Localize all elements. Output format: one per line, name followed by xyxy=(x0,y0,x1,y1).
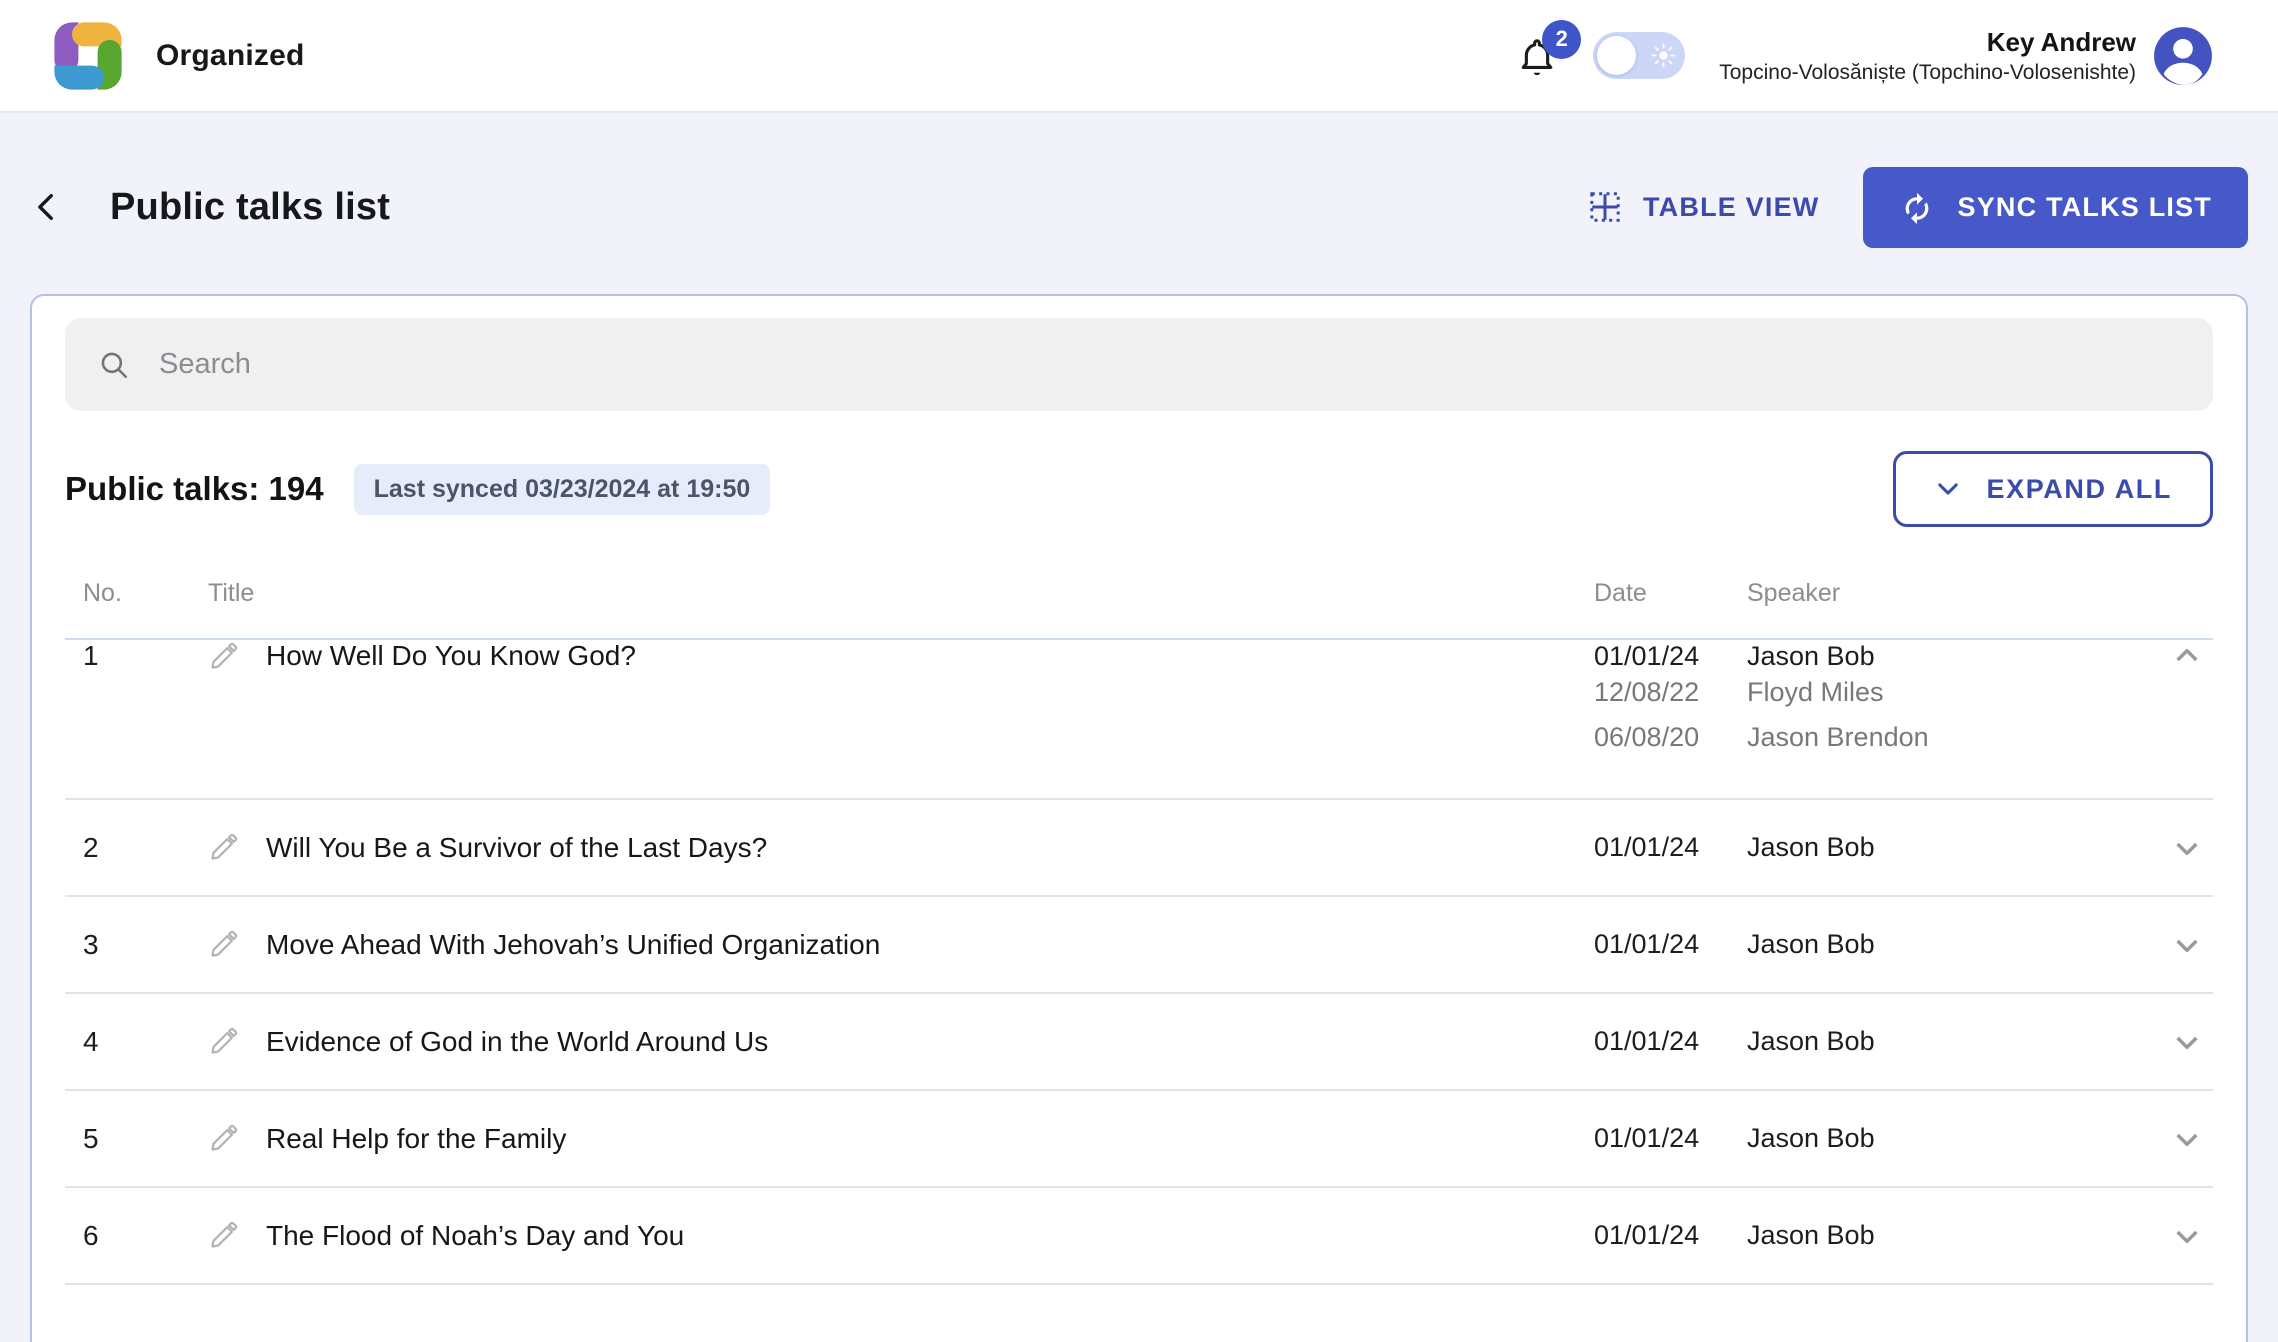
search-input[interactable] xyxy=(159,348,2181,381)
talk-title: Move Ahead With Jehovah’s Unified Organi… xyxy=(266,928,881,960)
edit-pencil-icon[interactable] xyxy=(208,929,239,960)
table-row[interactable]: 3 Move Ahead With Jehovah’s Unified Orga… xyxy=(65,897,2213,994)
header-title: Title xyxy=(208,579,255,607)
topbar: Organized 2 Key Andrew Topc xyxy=(0,0,2278,113)
talk-date: 01/01/24 xyxy=(1594,1123,1700,1153)
talk-title: The Flood of Noah’s Day and You xyxy=(266,1219,685,1251)
talk-speaker: Jason Bob xyxy=(1747,832,1875,862)
talk-title: Will You Be a Survivor of the Last Days? xyxy=(266,831,768,863)
sun-icon xyxy=(1651,43,1676,68)
talk-number: 2 xyxy=(83,831,99,863)
page-head: Public talks list TABLE VIEW SYNC TALKS … xyxy=(30,166,2248,248)
last-synced-badge: Last synced 03/23/2024 at 19:50 xyxy=(353,463,771,515)
expand-all-button[interactable]: EXPAND ALL xyxy=(1893,451,2213,527)
sync-talks-list-button[interactable]: SYNC TALKS LIST xyxy=(1863,166,2248,248)
talk-date: 01/01/24 xyxy=(1594,832,1700,862)
talk-date: 01/01/24 xyxy=(1594,929,1700,959)
header-no: No. xyxy=(83,579,122,607)
edit-pencil-icon[interactable] xyxy=(208,1026,239,1057)
talk-title: Evidence of God in the World Around Us xyxy=(266,1025,769,1057)
app-logo-icon xyxy=(48,15,128,96)
notification-count-badge: 2 xyxy=(1542,19,1582,59)
notifications-button[interactable]: 2 xyxy=(1515,19,1582,84)
search-bar[interactable] xyxy=(65,318,2213,411)
user-congregation: Topcino-Volosăniște (Topchino-Volosenish… xyxy=(1719,61,2136,84)
chevron-down-icon[interactable] xyxy=(2171,1026,2203,1058)
chevron-down-icon[interactable] xyxy=(2171,1123,2203,1155)
talks-count: Public talks: 194 xyxy=(65,470,324,507)
history-speaker: Floyd Miles xyxy=(1747,677,1884,707)
page-title: Public talks list xyxy=(110,185,391,228)
search-icon xyxy=(101,352,128,378)
talks-table: No. Title Date Speaker 1 How Well Do You… xyxy=(65,579,2213,1285)
talk-title: How Well Do You Know God? xyxy=(266,640,636,671)
edit-pencil-icon[interactable] xyxy=(208,641,239,672)
edit-pencil-icon[interactable] xyxy=(208,832,239,863)
talk-number: 3 xyxy=(83,928,99,960)
talk-speaker: Jason Bob xyxy=(1747,1123,1875,1153)
talk-date: 01/01/24 xyxy=(1594,640,1700,671)
history-date: 06/08/20 xyxy=(1594,722,1700,752)
table-row[interactable]: 5 Real Help for the Family 01/01/24 Jaso… xyxy=(65,1091,2213,1188)
talk-speaker: Jason Bob xyxy=(1747,640,1875,671)
user-info: Key Andrew Topcino-Volosăniște (Topchino… xyxy=(1719,25,2136,86)
talk-speaker: Jason Bob xyxy=(1747,929,1875,959)
sync-icon xyxy=(1906,192,1929,225)
chevron-down-icon[interactable] xyxy=(2171,832,2203,864)
sync-talks-list-label: SYNC TALKS LIST xyxy=(1957,191,2212,222)
history-speaker: Jason Brendon xyxy=(1747,722,1929,752)
expand-all-label: EXPAND ALL xyxy=(1986,473,2172,504)
talk-number: 4 xyxy=(83,1025,99,1057)
talk-number: 5 xyxy=(83,1122,99,1154)
theme-toggle[interactable] xyxy=(1593,32,1686,79)
table-view-label: TABLE VIEW xyxy=(1642,191,1820,222)
talk-date: 01/01/24 xyxy=(1594,1220,1700,1250)
user-name: Key Andrew xyxy=(1986,27,2136,57)
table-view-icon xyxy=(1590,192,1620,222)
chevron-left-icon xyxy=(38,193,53,221)
bell-icon xyxy=(1521,38,1553,75)
edit-pencil-icon[interactable] xyxy=(208,1220,239,1251)
edit-pencil-icon[interactable] xyxy=(208,1123,239,1154)
talk-speaker: Jason Bob xyxy=(1747,1220,1875,1250)
table-row[interactable]: 4 Evidence of God in the World Around Us… xyxy=(65,994,2213,1091)
talks-card: Public talks: 194 Last synced 03/23/2024… xyxy=(30,294,2248,1342)
table-row[interactable]: 2 Will You Be a Survivor of the Last Day… xyxy=(65,800,2213,897)
header-speaker: Speaker xyxy=(1747,579,1841,607)
back-button[interactable] xyxy=(30,185,74,229)
talk-number: 6 xyxy=(83,1219,99,1251)
table-header: No. Title Date Speaker xyxy=(65,579,2213,640)
chevron-down-icon xyxy=(1938,483,1959,495)
table-row[interactable]: 1 How Well Do You Know God? 01/01/24 Jas… xyxy=(65,640,2213,800)
chevron-down-icon[interactable] xyxy=(2171,929,2203,961)
talk-number: 1 xyxy=(83,640,99,671)
talks-subhead: Public talks: 194 Last synced 03/23/2024… xyxy=(65,451,2213,527)
talk-title: Real Help for the Family xyxy=(266,1122,567,1154)
app-name: Organized xyxy=(156,38,305,72)
talk-speaker: Jason Bob xyxy=(1747,1026,1875,1056)
toggle-knob xyxy=(1597,36,1637,75)
table-row[interactable]: 6 The Flood of Noah’s Day and You 01/01/… xyxy=(65,1188,2213,1285)
table-view-button[interactable]: TABLE VIEW xyxy=(1587,189,1820,225)
avatar[interactable] xyxy=(2152,25,2214,87)
history-date: 12/08/22 xyxy=(1594,677,1700,707)
talk-date: 01/01/24 xyxy=(1594,1026,1700,1056)
chevron-up-icon[interactable] xyxy=(2171,640,2203,672)
header-date: Date xyxy=(1594,579,1647,607)
chevron-down-icon[interactable] xyxy=(2171,1220,2203,1252)
talk-history: 12/08/22 Floyd Miles 06/08/20 Jason Bren… xyxy=(1594,674,2213,756)
